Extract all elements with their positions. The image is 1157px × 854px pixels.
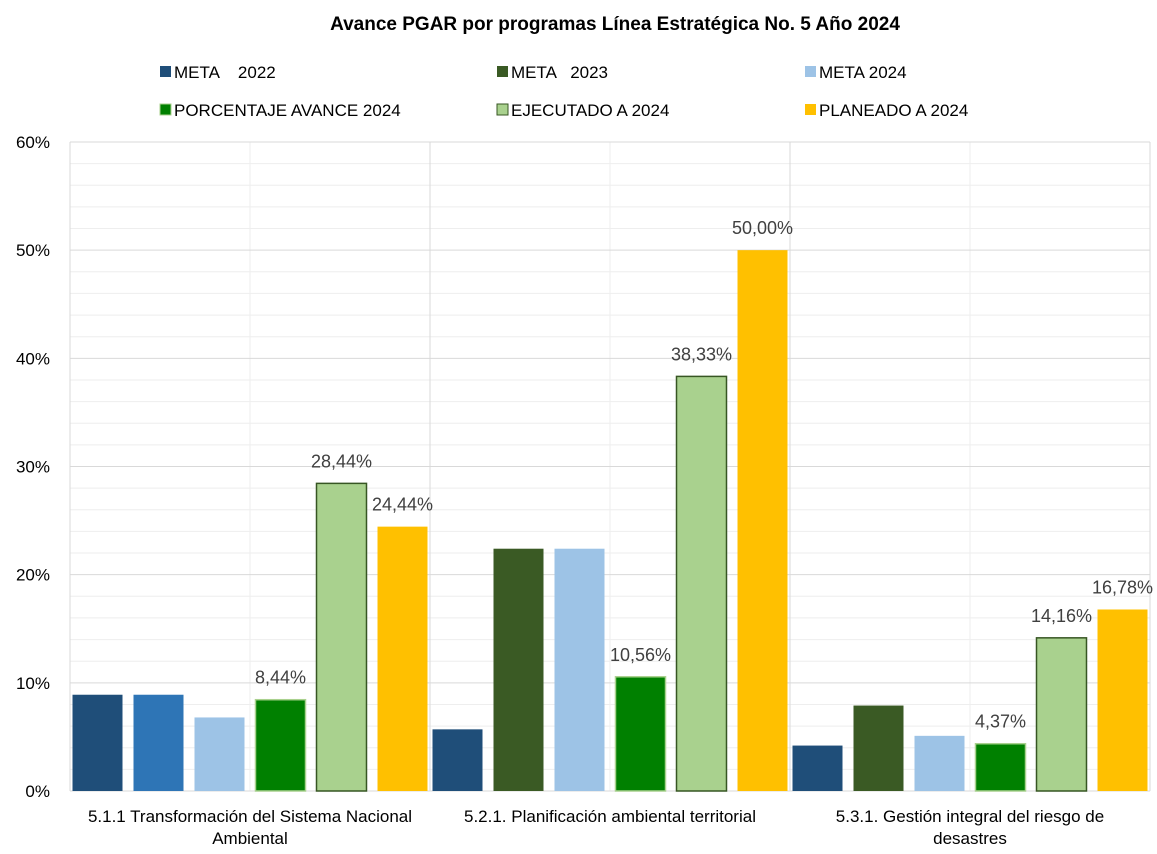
y-tick-label: 60% xyxy=(16,133,50,152)
bar xyxy=(432,729,483,791)
bar xyxy=(737,250,788,791)
bar xyxy=(1035,637,1088,792)
x-tick-label: 5.2.1. Planificación ambiental territori… xyxy=(464,807,756,826)
legend-label: PLANEADO A 2024 xyxy=(819,101,968,120)
bar xyxy=(974,742,1027,792)
legend-swatch xyxy=(805,104,816,115)
data-label: 4,37% xyxy=(975,712,1026,732)
bar xyxy=(675,375,728,792)
legend-swatch xyxy=(497,66,508,77)
legend-swatch xyxy=(496,103,509,116)
legend-label: EJECUTADO A 2024 xyxy=(511,101,669,120)
bar xyxy=(315,482,368,792)
legend-swatch xyxy=(160,66,171,77)
bar xyxy=(493,548,544,791)
y-tick-label: 0% xyxy=(25,782,50,801)
chart-title: Avance PGAR por programas Línea Estratég… xyxy=(330,14,900,35)
x-tick-label: 5.1.1 Transformación del Sistema Naciona… xyxy=(87,807,413,848)
legend-swatch xyxy=(159,103,172,116)
data-label: 14,16% xyxy=(1031,606,1092,626)
data-label: 50,00% xyxy=(732,218,793,238)
data-label: 38,33% xyxy=(671,344,732,364)
bar xyxy=(1097,609,1148,791)
bar xyxy=(554,548,605,791)
y-tick-label: 40% xyxy=(16,349,50,368)
data-label: 10,56% xyxy=(610,645,671,665)
x-tick-label: 5.3.1. Gestión integral del riesgo de de… xyxy=(835,807,1105,848)
bar xyxy=(614,676,667,792)
y-tick-label: 50% xyxy=(16,241,50,260)
bar xyxy=(194,717,245,791)
legend-swatch xyxy=(805,66,816,77)
legend-label: PORCENTAJE AVANCE 2024 xyxy=(174,101,401,120)
y-tick-label: 30% xyxy=(16,458,50,477)
legend-label: META 2023 xyxy=(511,63,608,82)
bar xyxy=(254,698,307,792)
y-tick-label: 20% xyxy=(16,566,50,585)
bar xyxy=(133,694,184,791)
bar xyxy=(377,526,428,791)
legend-label: META 2022 xyxy=(174,63,276,82)
data-label: 28,44% xyxy=(311,451,372,471)
bar xyxy=(792,745,843,791)
legend-label: META 2024 xyxy=(819,63,907,82)
data-label: 8,44% xyxy=(255,668,306,688)
bar xyxy=(914,735,965,791)
bar xyxy=(72,694,123,791)
y-tick-label: 10% xyxy=(16,674,50,693)
data-label: 24,44% xyxy=(372,495,433,515)
bar xyxy=(853,705,904,791)
data-label: 16,78% xyxy=(1092,577,1153,597)
